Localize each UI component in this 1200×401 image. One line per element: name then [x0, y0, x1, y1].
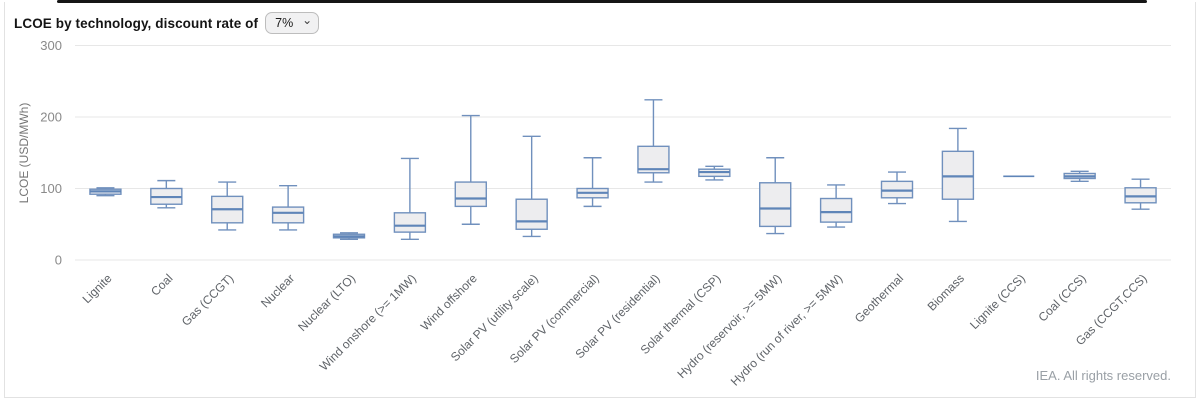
box-lignite[interactable] [89, 187, 122, 197]
y-tick-label-100: 100 [40, 181, 62, 196]
box-geothermal[interactable] [880, 171, 914, 205]
box-biomass[interactable] [941, 127, 975, 223]
box-nuclear-lto[interactable] [332, 232, 366, 240]
y-tick-label-0: 0 [55, 253, 62, 268]
boxes [89, 99, 1157, 240]
chart-header: LCOE by technology, discount rate of 7% … [14, 12, 320, 34]
box-coal[interactable] [150, 179, 183, 209]
x-label-hydro-run-of-river-5mw: Hydro (run of river, >= 5MW) [728, 271, 845, 388]
card-border-bottom [4, 397, 1196, 398]
y-tick-label-200: 200 [40, 110, 62, 125]
iqr-box [515, 198, 548, 230]
x-label-lignite: Lignite [80, 271, 115, 306]
box-hydro-run-of-river-5mw[interactable] [819, 184, 853, 228]
x-label-gas-ccgt: Gas (CCGT) [179, 271, 237, 329]
x-label-hydro-reservoir-5mw: Hydro (reservoir, >= 5MW) [674, 271, 784, 381]
box-solar-thermal-csp[interactable] [698, 165, 731, 181]
box-coal-ccs[interactable] [1063, 170, 1096, 183]
top-divider [57, 0, 1147, 3]
x-label-wind-offshore: Wind offshore [418, 271, 480, 333]
iqr-box [819, 197, 853, 223]
x-label-biomass: Biomass [925, 271, 967, 313]
iqr-box [271, 206, 305, 224]
x-label-coal: Coal [148, 271, 175, 298]
attribution-text: IEA. All rights reserved. [1035, 368, 1171, 383]
discount-rate-select-wrap: 7% ⌄ [265, 12, 320, 34]
iqr-box [454, 181, 487, 208]
x-label-lignite-ccs: Lignite (CCS) [967, 271, 1028, 332]
box-solar-pv-commercial[interactable] [576, 157, 609, 208]
y-tick-label-300: 300 [40, 38, 62, 53]
x-label-geothermal: Geothermal [852, 271, 906, 325]
card-border-right [1195, 2, 1196, 398]
box-hydro-reservoir-5mw[interactable] [759, 157, 792, 235]
box-solar-pv-residential[interactable] [637, 99, 670, 183]
discount-rate-select[interactable]: 7% [265, 12, 320, 34]
box-gas-ccgt-ccs[interactable] [1124, 178, 1157, 210]
box-nuclear[interactable] [271, 184, 305, 231]
box-solar-pv-utility-scale[interactable] [515, 135, 548, 238]
card-border-left [4, 2, 5, 398]
box-wind-offshore[interactable] [454, 114, 487, 225]
y-axis-title: LCOE (USD/MWh) [17, 103, 31, 204]
y-grid: 0 100 200 300 [40, 38, 1171, 268]
iqr-box [759, 182, 792, 228]
iqr-box [393, 212, 427, 233]
chart-title: LCOE by technology, discount rate of [14, 15, 259, 31]
box-wind-onshore-1mw[interactable] [393, 157, 427, 240]
x-label-nuclear-lto: Nuclear (LTO) [295, 271, 358, 334]
x-label-nuclear: Nuclear [258, 271, 297, 310]
x-label-coal-ccs: Coal (CCS) [1036, 271, 1089, 324]
box-gas-ccgt[interactable] [211, 181, 244, 231]
